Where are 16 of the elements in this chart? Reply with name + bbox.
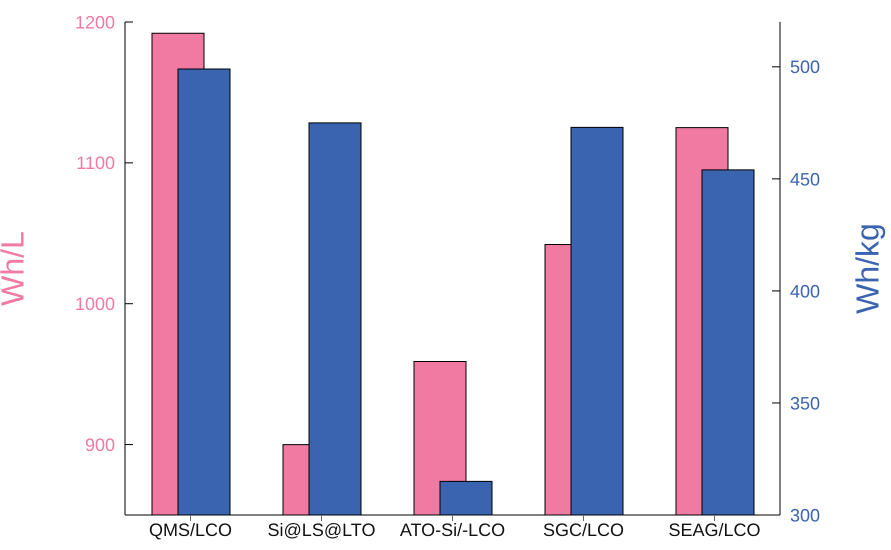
y-tick-label: 1100 [76,153,115,174]
y2-tick-label: 350 [790,393,820,414]
y2-tick-label: 400 [790,281,820,302]
x-tick-label: QMS/LCO [148,520,232,540]
y-axis-title: Wh/L [0,231,30,306]
x-tick-label: SGC/LCO [542,520,624,540]
y-tick-label: 1000 [74,294,115,314]
x-tick-label: ATO-Si/-LCO [400,520,506,540]
x-tick-label: SEAG/LCO [668,520,761,540]
y2-axis-title: Wh/kg [849,223,886,314]
y2-tick-label: 500 [790,57,820,78]
y-tick-label: 1200 [74,12,115,32]
x-tick-label: Si@LS@LTO [268,520,376,540]
y2-tick-label: 300 [790,505,820,526]
y-tick-label: 900 [84,434,115,455]
y2-tick-label: 450 [790,169,820,190]
